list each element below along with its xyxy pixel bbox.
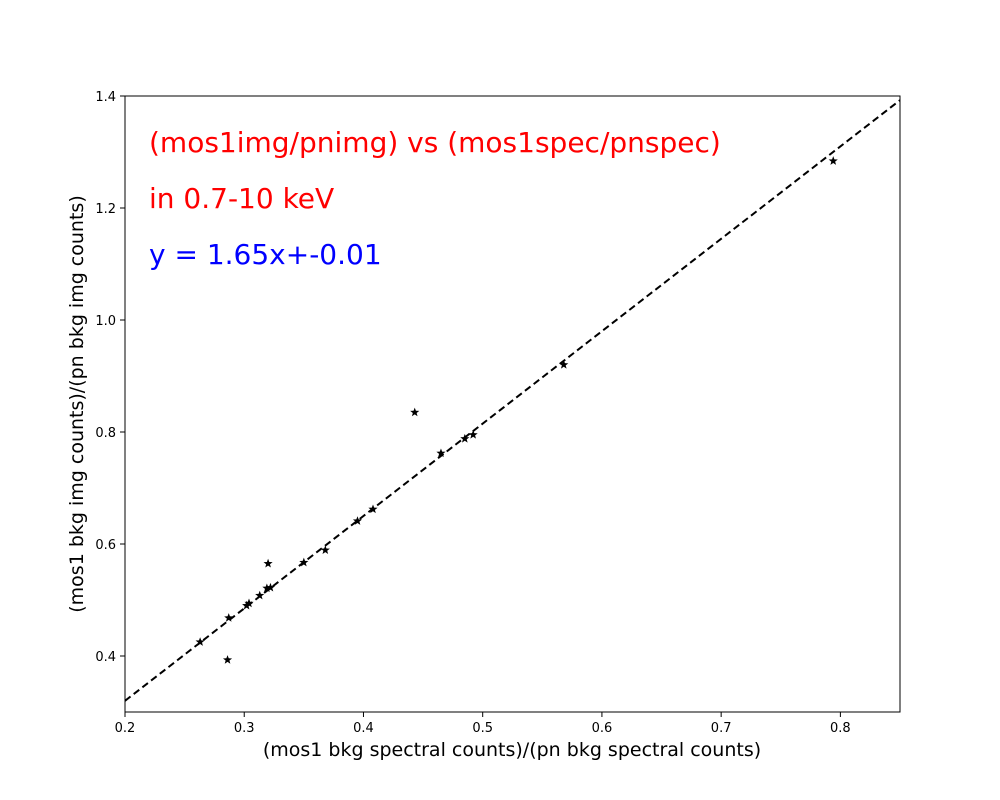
x-axis-label: (mos1 bkg spectral counts)/(pn bkg spect… (263, 739, 761, 761)
x-tick-label: 0.2 (115, 721, 136, 736)
y-axis-ticks: 0.4 0.6 0.8 1.0 1.2 1.4 (95, 90, 125, 665)
data-point-star (265, 582, 276, 592)
data-point-star (224, 613, 234, 622)
data-point-star (410, 407, 420, 417)
x-tick-label: 0.5 (472, 721, 493, 736)
y-tick-label: 1.0 (95, 314, 116, 329)
data-point-star (195, 637, 205, 646)
data-point-star (828, 156, 838, 165)
data-point-star (242, 600, 252, 610)
x-tick-label: 0.7 (711, 721, 732, 736)
data-point-star (222, 655, 233, 664)
data-point-star (352, 516, 363, 525)
y-tick-label: 0.6 (95, 538, 116, 553)
data-point-star (460, 433, 470, 443)
annotation-energy-band: in 0.7-10 keV (149, 182, 334, 215)
y-tick-label: 0.8 (95, 426, 116, 441)
x-tick-label: 0.4 (353, 721, 374, 736)
x-tick-label: 0.6 (592, 721, 613, 736)
data-point-star (244, 598, 254, 608)
x-axis-ticks: 0.2 0.3 0.4 0.5 0.6 0.7 0.8 (115, 712, 851, 736)
y-tick-label: 1.4 (95, 90, 116, 105)
data-point-star (468, 430, 478, 439)
data-points (195, 156, 838, 664)
annotation-title: (mos1img/pnimg) vs (mos1spec/pnspec) (149, 126, 721, 159)
x-tick-label: 0.8 (830, 721, 851, 736)
y-tick-label: 1.2 (95, 202, 116, 217)
data-point-star (299, 557, 309, 567)
y-axis-label: (mos1 bkg img counts)/(pn bkg img counts… (66, 195, 88, 612)
y-tick-label: 0.4 (95, 650, 116, 665)
data-point-star (255, 590, 265, 600)
fit-line (125, 99, 900, 702)
x-tick-label: 0.3 (234, 721, 255, 736)
data-point-star (436, 448, 446, 458)
plot-frame (124, 95, 901, 713)
data-point-star (368, 504, 378, 514)
data-point-star (559, 360, 569, 369)
data-point-star (320, 545, 330, 555)
data-point-star (262, 583, 272, 593)
annotation-fit-equation: y = 1.65x+-0.01 (149, 238, 382, 271)
data-point-star (263, 558, 273, 568)
